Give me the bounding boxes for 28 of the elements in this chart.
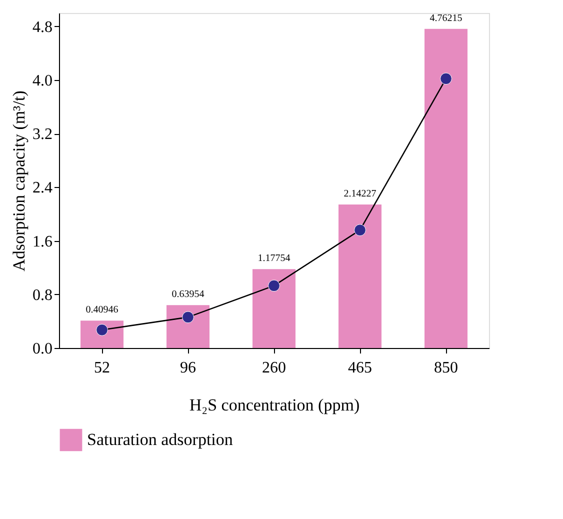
y-tick-label: 0.8 (32, 286, 52, 304)
y-tick-label: 0.0 (32, 340, 52, 358)
bar (424, 28, 468, 348)
bar (252, 269, 296, 348)
point (182, 311, 194, 324)
x-tick-label: 52 (94, 360, 110, 376)
y-tick-label: 2.4 (32, 180, 52, 197)
x-axis-title: H₂S concentration (ppm) (189, 396, 360, 414)
point (268, 280, 280, 292)
x-tick-label: 260 (262, 360, 286, 376)
bar (338, 204, 382, 348)
point (440, 72, 452, 85)
data-label: 0.40946 (86, 304, 118, 316)
point (354, 224, 366, 236)
data-label: 2.14227 (344, 188, 376, 200)
y-axis-title: Adsorption capacity (m³/t) (10, 90, 28, 272)
x-tick-label: 96 (180, 360, 196, 376)
y-tick-label: 3.2 (32, 126, 52, 144)
bar (166, 305, 210, 348)
data-label: 4.76215 (430, 12, 462, 24)
y-tick-label: 4.8 (32, 18, 52, 36)
y-tick-label: 4.0 (32, 72, 52, 90)
data-label: 1.17754 (258, 253, 290, 264)
legend-label: Saturation adsorption (87, 430, 234, 449)
data-label: 0.63954 (172, 289, 204, 300)
y-tick-label: 1.6 (32, 233, 52, 250)
x-tick-label: 850 (434, 360, 458, 376)
x-tick-label: 465 (348, 360, 372, 376)
